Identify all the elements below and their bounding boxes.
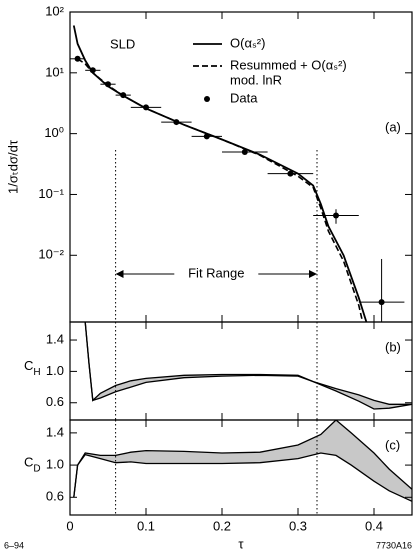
y-axis-label-sub: H [33, 367, 40, 378]
legend-label: mod. lnR [230, 72, 282, 87]
data-point [241, 148, 248, 155]
legend-marker [204, 96, 210, 102]
data-point [89, 67, 96, 74]
data-point [333, 212, 339, 219]
y-tick-label: 0.6 [46, 489, 64, 504]
footer-left: 6–94 [4, 540, 24, 550]
band-upper [73, 420, 412, 498]
band-fill [73, 420, 412, 502]
data-point [105, 81, 111, 88]
footer-right: 7730A16 [376, 540, 412, 550]
panel-label: (c) [385, 437, 400, 452]
legend-label: O(αₛ²) [230, 35, 265, 50]
y-tick-label: 1.4 [46, 331, 64, 346]
panel-label: (a) [385, 119, 401, 134]
legend-label: Resummed + O(αₛ²) [230, 57, 347, 72]
data-point [173, 119, 180, 126]
plot-area [84, 322, 412, 410]
y-axis-label-sub: D [33, 463, 40, 474]
legend-label: Data [230, 90, 258, 105]
panel-frame [69, 419, 413, 516]
y-axis-label: CH [24, 358, 41, 377]
y-axis-label: CD [24, 455, 41, 474]
y-tick-label: 10² [45, 3, 64, 18]
panel-label: (b) [385, 339, 401, 354]
y-tick-label: 10⁻¹ [38, 186, 64, 201]
y-tick-label: 1.0 [46, 363, 64, 378]
y-tick-label: 1.4 [46, 424, 64, 439]
y-axis-label: 1/σₜdσ/dτ [5, 139, 20, 194]
y-axis-label-main: C [24, 358, 33, 373]
x-axis-label: τ [238, 536, 244, 551]
band-lower [84, 322, 412, 410]
x-tick-label: 0.3 [289, 518, 307, 533]
panel-frame [69, 321, 413, 421]
y-tick-label: 10¹ [45, 64, 64, 79]
x-tick-label: 0.1 [137, 518, 155, 533]
fit-range-label: Fit Range [188, 265, 244, 280]
experiment-label: SLD [110, 36, 135, 51]
data-point [378, 299, 385, 306]
y-tick-label: 1.0 [46, 457, 64, 472]
x-tick-label: 0 [66, 518, 73, 533]
data-point [74, 55, 81, 62]
y-tick-label: 10⁻² [38, 247, 64, 262]
curve [77, 58, 364, 322]
y-tick-label: 10⁰ [44, 125, 64, 140]
x-tick-label: 0.2 [213, 518, 231, 533]
band-lower [73, 452, 412, 502]
band-upper [84, 322, 412, 405]
plot-area [70, 25, 405, 322]
y-tick-label: 0.6 [46, 394, 64, 409]
data-point [143, 104, 149, 111]
plot-area [73, 420, 412, 502]
x-tick-label: 0.4 [365, 518, 383, 533]
data-point [120, 92, 127, 99]
data-point [287, 170, 294, 177]
data-point [203, 133, 210, 140]
y-axis-label-main: C [24, 455, 33, 470]
